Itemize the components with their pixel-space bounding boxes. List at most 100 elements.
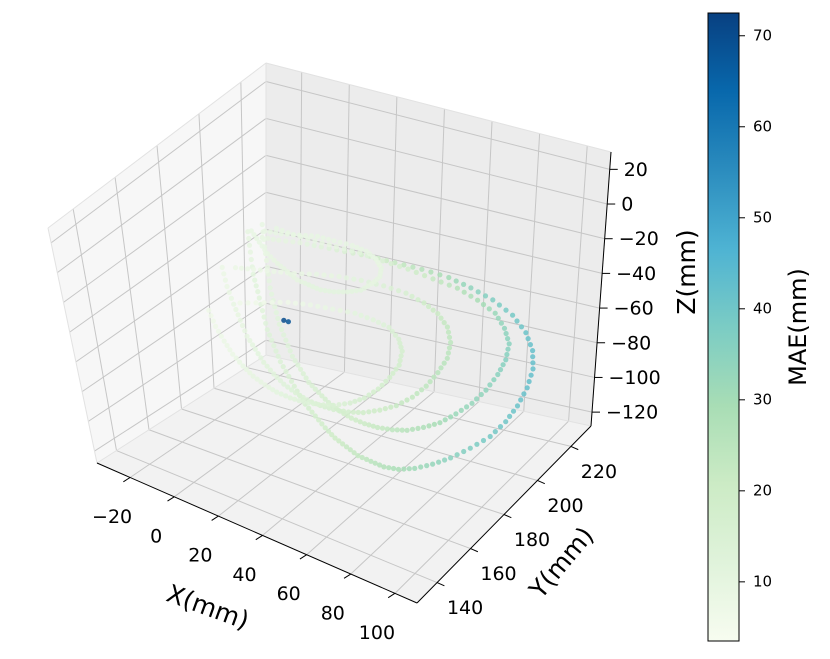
data-point bbox=[419, 387, 425, 393]
data-point bbox=[267, 229, 273, 235]
data-point bbox=[292, 300, 299, 306]
pane-edge bbox=[265, 62, 612, 153]
data-point bbox=[325, 428, 332, 434]
data-point bbox=[344, 289, 351, 295]
data-point bbox=[474, 396, 480, 402]
data-point bbox=[475, 289, 481, 295]
data-point bbox=[526, 378, 532, 385]
data-point bbox=[527, 342, 534, 348]
data-point bbox=[261, 359, 267, 365]
data-point bbox=[240, 363, 246, 369]
data-point bbox=[340, 441, 346, 447]
x-tick-label: 60 bbox=[277, 583, 301, 605]
y-gridline bbox=[148, 429, 471, 550]
data-point bbox=[480, 437, 487, 444]
data-point bbox=[503, 419, 509, 425]
data-point bbox=[271, 268, 277, 275]
data-point bbox=[371, 389, 377, 395]
data-point bbox=[239, 322, 246, 329]
data-point bbox=[530, 354, 536, 360]
data-point bbox=[483, 387, 489, 393]
data-point bbox=[247, 337, 253, 344]
data-point bbox=[524, 385, 530, 391]
data-point bbox=[227, 347, 233, 353]
data-point bbox=[273, 310, 279, 316]
data-point bbox=[349, 288, 355, 294]
data-point bbox=[518, 324, 525, 330]
data-point bbox=[431, 421, 437, 427]
z-axis-label: Z(mm) bbox=[672, 229, 701, 314]
colorbar-tick-label: 40 bbox=[753, 299, 772, 317]
y-axis-ticks: 140 160 180 200 220 bbox=[436, 445, 617, 619]
data-point bbox=[507, 413, 513, 419]
data-point bbox=[468, 293, 474, 299]
x-tick-mark bbox=[387, 592, 396, 599]
data-point bbox=[298, 278, 304, 285]
data-point bbox=[487, 382, 493, 388]
data-point bbox=[468, 285, 474, 291]
data-point bbox=[246, 235, 252, 242]
data-point bbox=[277, 359, 283, 365]
data-point bbox=[286, 373, 292, 379]
x-tick-mark bbox=[211, 515, 219, 521]
data-point bbox=[394, 427, 400, 433]
data-point bbox=[259, 243, 265, 249]
data-point bbox=[315, 401, 322, 408]
y-gridline bbox=[213, 387, 538, 481]
data-point bbox=[325, 236, 332, 242]
data-point bbox=[237, 359, 243, 365]
z-axis-line bbox=[590, 151, 612, 427]
data-point bbox=[414, 390, 420, 397]
data-point bbox=[322, 396, 328, 402]
data-point bbox=[435, 311, 441, 317]
data-point bbox=[359, 246, 365, 252]
data-point bbox=[397, 340, 403, 346]
data-point bbox=[528, 372, 534, 378]
data-point bbox=[364, 315, 370, 321]
data-point bbox=[362, 421, 368, 427]
data-point bbox=[418, 464, 424, 470]
data-point bbox=[242, 328, 248, 334]
data-point bbox=[292, 358, 298, 364]
z-tick-label: −20 bbox=[619, 228, 659, 250]
data-point bbox=[461, 448, 467, 455]
data-point bbox=[409, 394, 415, 400]
data-point bbox=[333, 244, 339, 250]
data-point bbox=[235, 312, 241, 318]
data-point bbox=[363, 248, 369, 254]
data-point bbox=[401, 262, 407, 268]
data-point bbox=[492, 429, 498, 435]
data-point bbox=[366, 392, 372, 398]
data-point bbox=[444, 324, 450, 330]
data-point bbox=[461, 289, 467, 295]
data-point bbox=[250, 342, 256, 348]
data-point bbox=[310, 284, 316, 290]
y-tick-label: 220 bbox=[581, 461, 617, 483]
data-point bbox=[353, 417, 359, 423]
data-point bbox=[297, 240, 303, 246]
data-point bbox=[421, 300, 427, 306]
data-point bbox=[398, 353, 404, 359]
data-point bbox=[370, 423, 376, 429]
data-point bbox=[300, 399, 307, 405]
data-point bbox=[467, 445, 473, 451]
data-point bbox=[213, 323, 219, 329]
data-point bbox=[490, 297, 496, 303]
data-point bbox=[287, 348, 293, 354]
data-point bbox=[336, 438, 342, 444]
data-point bbox=[256, 295, 262, 301]
data-point bbox=[386, 324, 392, 330]
data-point bbox=[341, 246, 347, 252]
data-point bbox=[248, 228, 254, 234]
x-gridline bbox=[343, 84, 350, 373]
data-point bbox=[253, 300, 259, 306]
data-point bbox=[264, 268, 270, 274]
data-point bbox=[446, 274, 452, 281]
x-tick-mark bbox=[167, 496, 175, 502]
data-point bbox=[454, 452, 460, 458]
data-point bbox=[310, 401, 317, 407]
data-point bbox=[426, 303, 432, 310]
data-point bbox=[509, 312, 516, 318]
data-point bbox=[525, 336, 531, 342]
data-point bbox=[454, 285, 460, 291]
